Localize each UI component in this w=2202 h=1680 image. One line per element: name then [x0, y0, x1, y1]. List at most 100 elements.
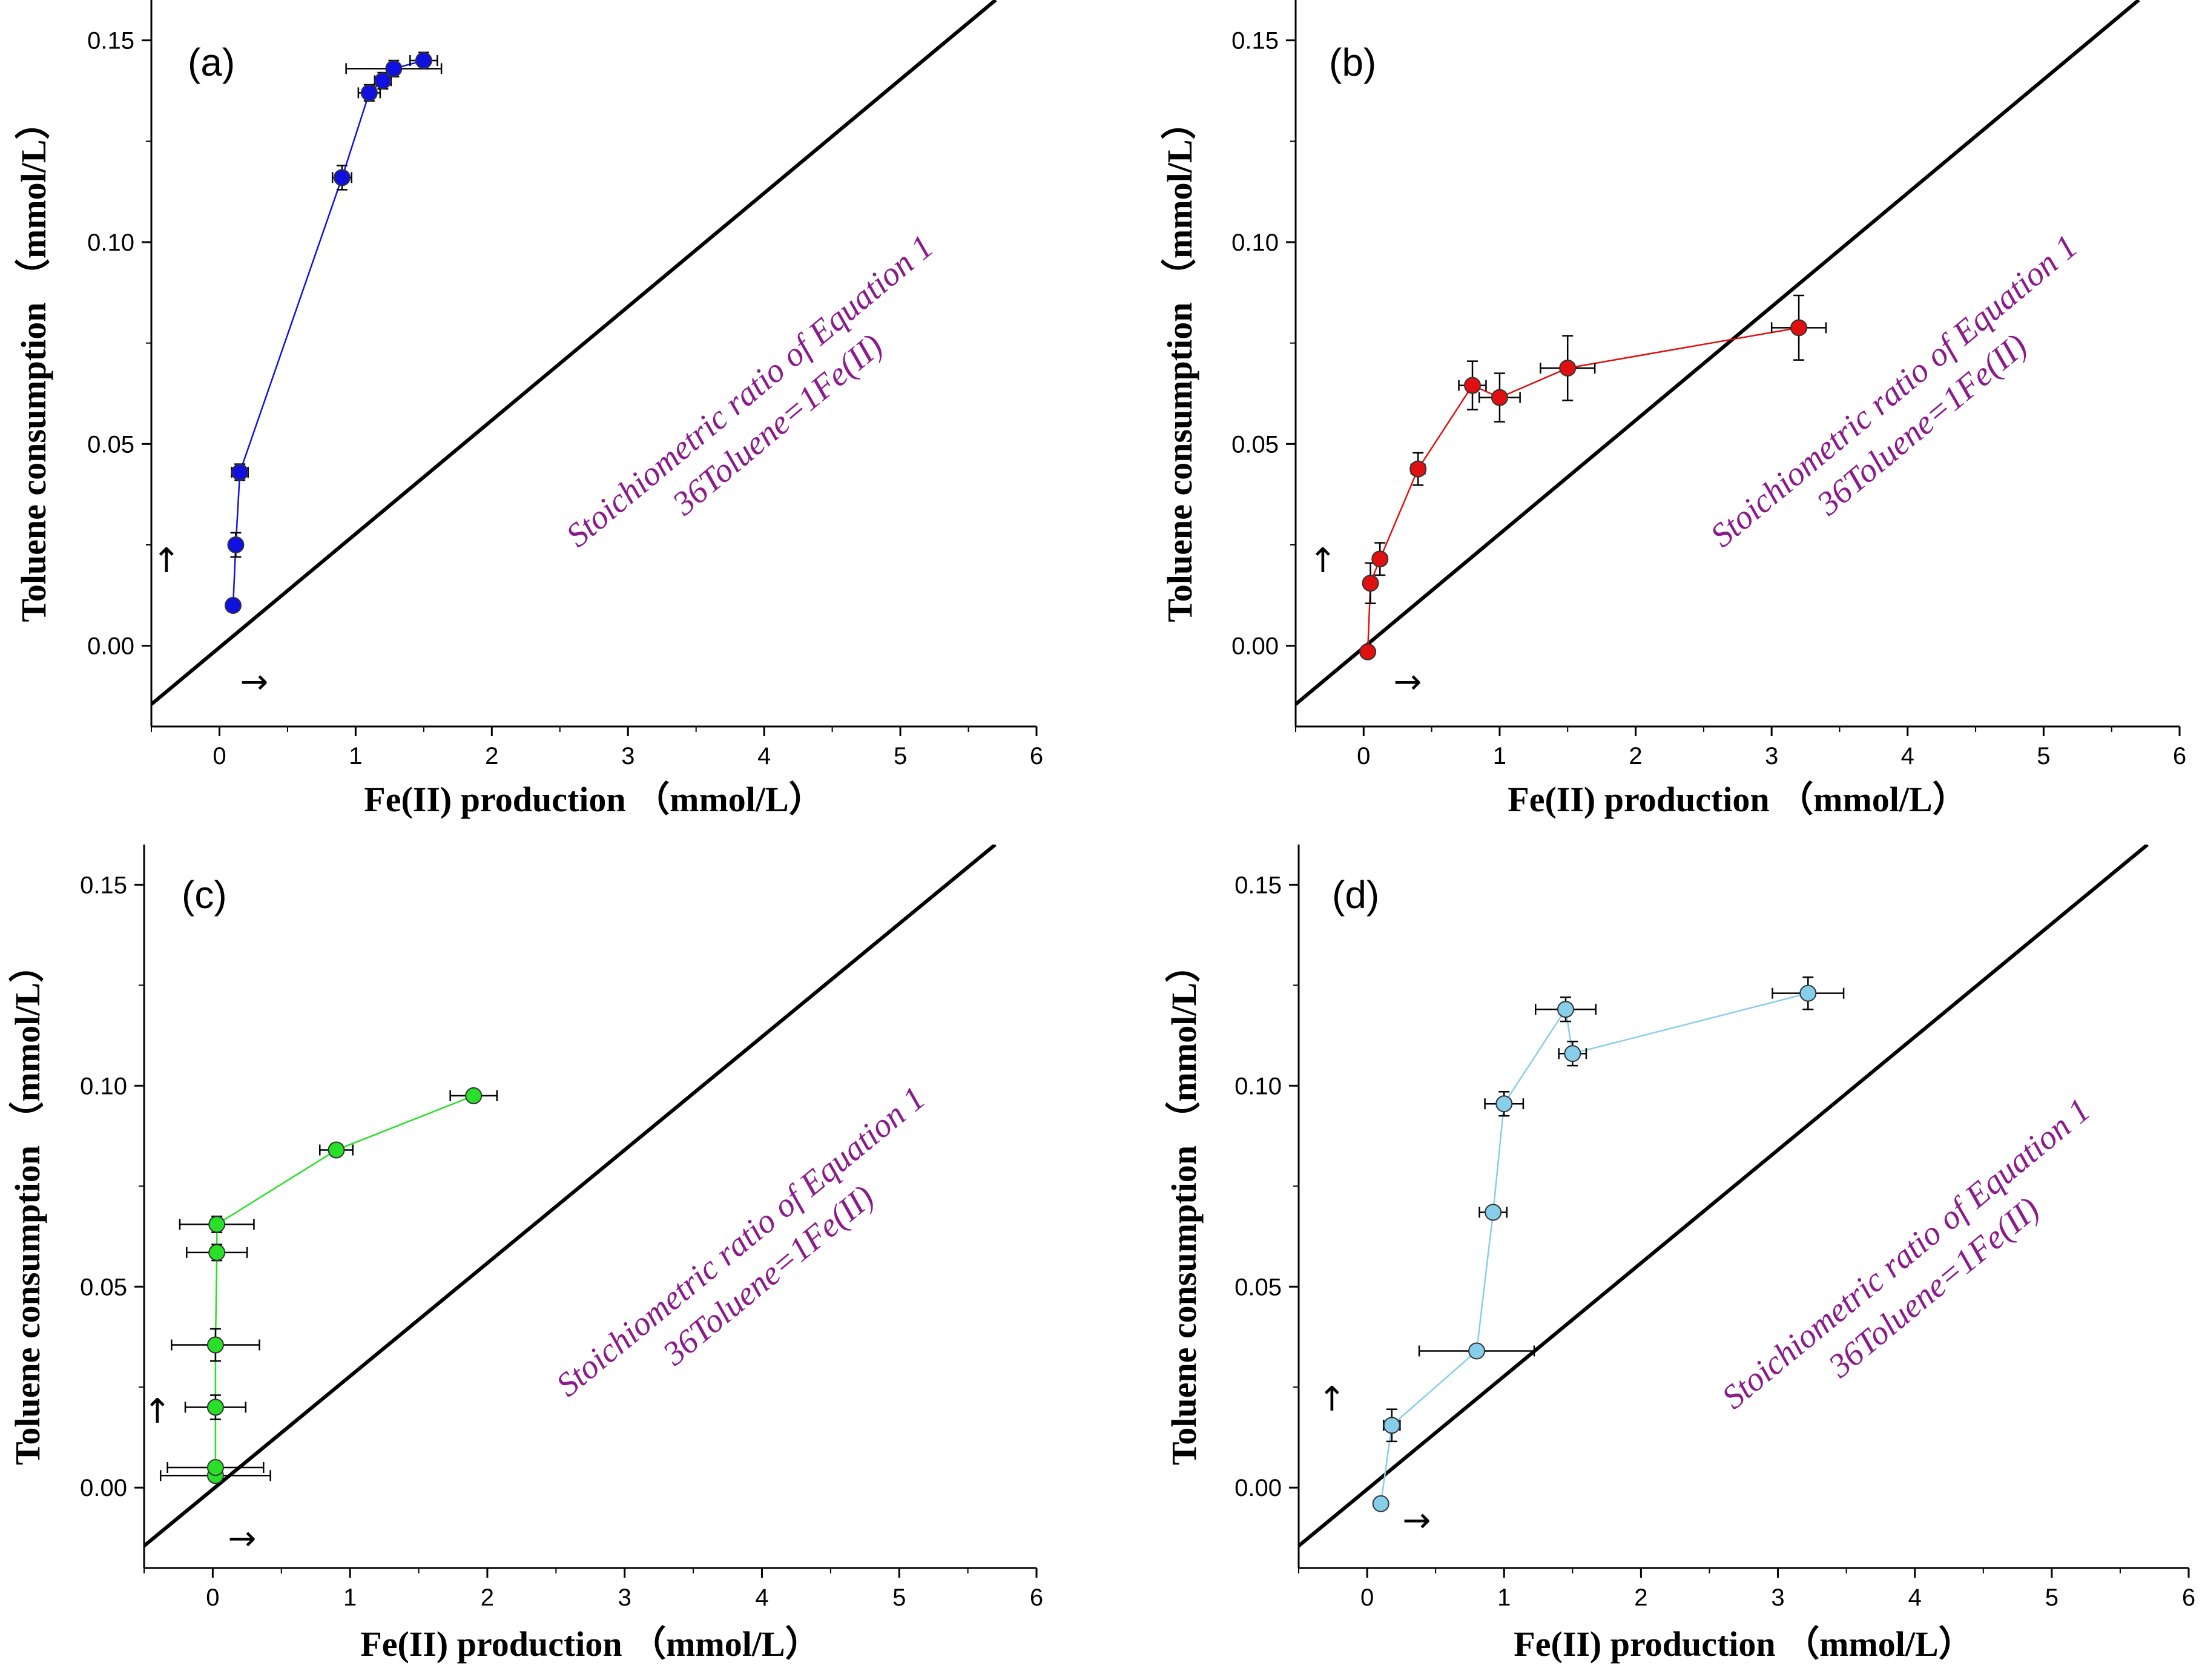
- panel-label: (c): [182, 873, 227, 917]
- panel-d: 0 1 2 3 4 5 6 0.00 0.05 0.10 0.15 Fe(II) production…: [1164, 845, 2195, 1664]
- y-tick-label: 0.00: [1235, 1475, 1282, 1501]
- up-arrow: ↑: [143, 1392, 172, 1431]
- panel-label: (d): [1332, 873, 1379, 917]
- panel-label: (a): [188, 41, 235, 84]
- y-tick-label: 0.15: [1231, 28, 1279, 54]
- y-tick-label: 0.00: [87, 633, 134, 660]
- up-arrow: ↑: [1309, 541, 1337, 581]
- annotation: Stoichiometric ratio of Equation 136Tolu…: [549, 1079, 932, 1404]
- reference-line: [1296, 0, 2140, 706]
- reference-line: [151, 0, 997, 706]
- data-point: [333, 169, 351, 186]
- x-tick-label: 6: [1030, 743, 1043, 769]
- x-tick-label: 0: [213, 743, 226, 769]
- x-tick-label: 2: [1634, 1584, 1647, 1611]
- x-axis-title: Fe(II) production （mmol/L）: [1514, 1624, 1973, 1664]
- data-point: [208, 1216, 226, 1233]
- x-tick-label: 4: [1908, 1584, 1922, 1611]
- x-tick-label: 5: [892, 1584, 906, 1611]
- y-tick-label: 0.15: [87, 28, 134, 54]
- annotation-line-1: Stoichiometric ratio of Equation 1: [559, 228, 941, 555]
- up-arrow: ↑: [153, 541, 181, 581]
- data-point: [1359, 643, 1377, 660]
- y-tick-label: 0.10: [80, 1073, 127, 1099]
- annotation: Stoichiometric ratio of Equation 136Tolu…: [1704, 228, 2085, 555]
- y-tick-label: 0.05: [87, 431, 134, 458]
- data-point: [231, 464, 249, 481]
- data-point: [1372, 1495, 1389, 1512]
- panel-a: 0 1 2 3 4 5 6 0.00 0.05 0.10 0.15 Fe(II) production…: [14, 0, 1043, 819]
- panel-b: 0 1 2 3 4 5 6 0.00 0.05 0.10 0.15 Fe(II) production…: [1160, 0, 2186, 819]
- y-tick-label: 0.00: [80, 1475, 127, 1501]
- data-point: [208, 1244, 226, 1261]
- data-point: [1559, 360, 1577, 377]
- x-tick-label: 0: [206, 1584, 219, 1611]
- data-point: [1799, 984, 1817, 1002]
- x-tick-label: 0: [1360, 1584, 1374, 1611]
- annotation-line-1: Stoichiometric ratio of Equation 1: [1704, 228, 2085, 555]
- panel-label: (b): [1329, 41, 1376, 84]
- plot-area: [1296, 0, 2140, 706]
- x-tick-label: 2: [485, 743, 498, 769]
- right-arrow: →: [240, 662, 269, 702]
- y-axis-title: Toluene consumption （mmol/L）: [8, 947, 47, 1465]
- x-tick-label: 5: [894, 743, 907, 769]
- panel-c: 0 1 2 3 4 5 6 0.00 0.05 0.10 0.15 Fe(II) production…: [8, 845, 1043, 1664]
- up-arrow: ↑: [1318, 1380, 1347, 1419]
- x-tick-label: 4: [757, 743, 771, 769]
- data-point: [1491, 389, 1508, 406]
- plot-area: [151, 0, 997, 706]
- x-tick-label: 4: [755, 1584, 768, 1611]
- data-point: [1383, 1417, 1400, 1434]
- data-point: [227, 536, 245, 553]
- data-point: [1464, 377, 1481, 394]
- y-tick-label: 0.05: [1235, 1274, 1282, 1300]
- y-axis-title: Toluene consumption （mmol/L）: [1164, 947, 1204, 1465]
- y-tick-label: 0.00: [1231, 633, 1279, 660]
- x-axis-title: Fe(II) production （mmol/L）: [1508, 780, 1967, 819]
- x-tick-label: 2: [1629, 743, 1642, 769]
- y-tick-label: 0.10: [1235, 1073, 1282, 1099]
- x-tick-label: 1: [343, 1584, 357, 1611]
- x-tick-label: 3: [1771, 1584, 1784, 1611]
- data-point: [206, 1398, 224, 1416]
- reference-line: [1299, 845, 2149, 1547]
- data-point: [328, 1141, 345, 1159]
- x-axis-title: Fe(II) production （mmol/L）: [364, 780, 823, 819]
- y-axis-title: Toluene consumption （mmol/L）: [14, 104, 53, 622]
- right-arrow: →: [1403, 1501, 1431, 1540]
- annotation: Stoichiometric ratio of Equation 136Tolu…: [559, 228, 941, 555]
- x-tick-label: 3: [621, 743, 635, 769]
- x-tick-label: 6: [1030, 1584, 1043, 1611]
- data-point: [374, 72, 392, 90]
- annotation: Stoichiometric ratio of Equation 136Tolu…: [1715, 1092, 2098, 1417]
- y-axis-title: Toluene consumption （mmol/L）: [1160, 104, 1199, 622]
- reference-line: [144, 845, 997, 1547]
- data-point: [1485, 1204, 1502, 1221]
- data-point: [1790, 319, 1808, 337]
- x-tick-label: 3: [618, 1584, 631, 1611]
- right-arrow: →: [1394, 662, 1422, 702]
- x-tick-label: 4: [1901, 743, 1914, 769]
- series-line: [1366, 327, 1799, 652]
- x-tick-label: 5: [2045, 1584, 2059, 1611]
- y-tick-label: 0.15: [1235, 872, 1282, 898]
- plot-area: [144, 845, 997, 1547]
- data-point: [360, 84, 378, 102]
- x-tick-label: 1: [1493, 743, 1506, 769]
- data-point: [1564, 1045, 1581, 1062]
- x-tick-label: 6: [2182, 1584, 2195, 1611]
- x-tick-label: 6: [2173, 743, 2186, 769]
- x-tick-label: 5: [2037, 743, 2050, 769]
- data-point: [1468, 1342, 1485, 1360]
- data-point: [206, 1459, 224, 1477]
- x-tick-label: 1: [349, 743, 362, 769]
- y-tick-label: 0.10: [1231, 229, 1279, 256]
- data-point: [385, 60, 403, 77]
- series-line: [232, 59, 424, 606]
- data-point: [206, 1336, 224, 1354]
- data-point: [1409, 460, 1427, 478]
- x-tick-label: 1: [1497, 1584, 1511, 1611]
- y-tick-label: 0.10: [87, 229, 134, 256]
- data-point: [465, 1087, 483, 1104]
